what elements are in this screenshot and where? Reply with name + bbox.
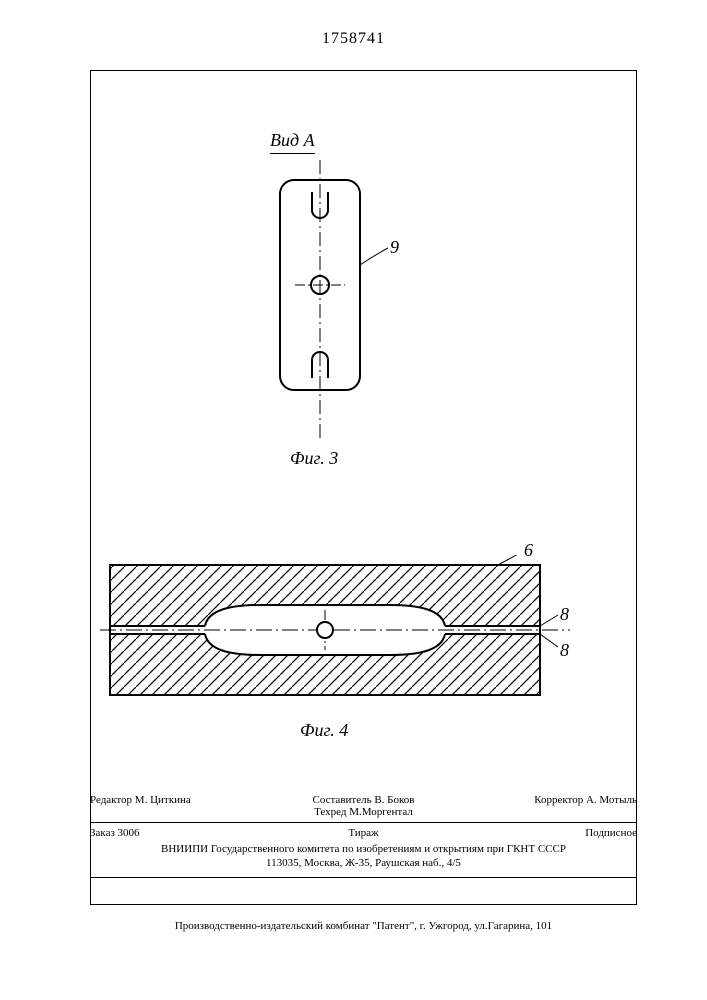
address-line: 113035, Москва, Ж-35, Раушская наб., 4/5	[90, 857, 637, 873]
figure-3	[240, 160, 420, 440]
fig3-caption: Фиг. 3	[290, 448, 338, 469]
compiler-credit: Составитель В. Боков	[272, 794, 454, 806]
corrector-credit: Корректор А. Мотыль	[455, 794, 637, 818]
techred-credit: Техред М.Моргентал	[272, 806, 454, 818]
fig4-caption: Фиг. 4	[300, 720, 348, 741]
fig4-ref-8-bottom: 8	[560, 640, 569, 661]
institute-line: ВНИИПИ Государственного комитета по изоб…	[90, 841, 637, 857]
publisher-line: Производственно-издательский комбинат "П…	[90, 920, 637, 932]
tirazh-label: Тираж	[272, 827, 454, 839]
footer-credits-row: Редактор М. Циткина Составитель В. Боков…	[90, 790, 637, 820]
fig3-view-label: Вид А	[270, 130, 315, 154]
podpisnoe-label: Подписное	[455, 827, 637, 839]
footer-order-row: Заказ 3006 Тираж Подписное	[90, 825, 637, 841]
editor-credit: Редактор М. Циткина	[90, 794, 272, 818]
order-number: Заказ 3006	[90, 827, 272, 839]
fig4-ref-6: 6	[524, 540, 533, 561]
divider-thick	[90, 877, 637, 878]
patent-number: 1758741	[0, 30, 707, 48]
patent-page: 1758741 Вид А 9 Фиг. 3	[0, 0, 707, 1000]
figure-4	[100, 555, 570, 720]
divider	[90, 822, 637, 823]
fig3-ref-9: 9	[390, 237, 399, 258]
fig4-ref-8-top: 8	[560, 604, 569, 625]
compiler-techred: Составитель В. Боков Техред М.Моргентал	[272, 794, 454, 818]
footer: Редактор М. Циткина Составитель В. Боков…	[90, 790, 637, 882]
